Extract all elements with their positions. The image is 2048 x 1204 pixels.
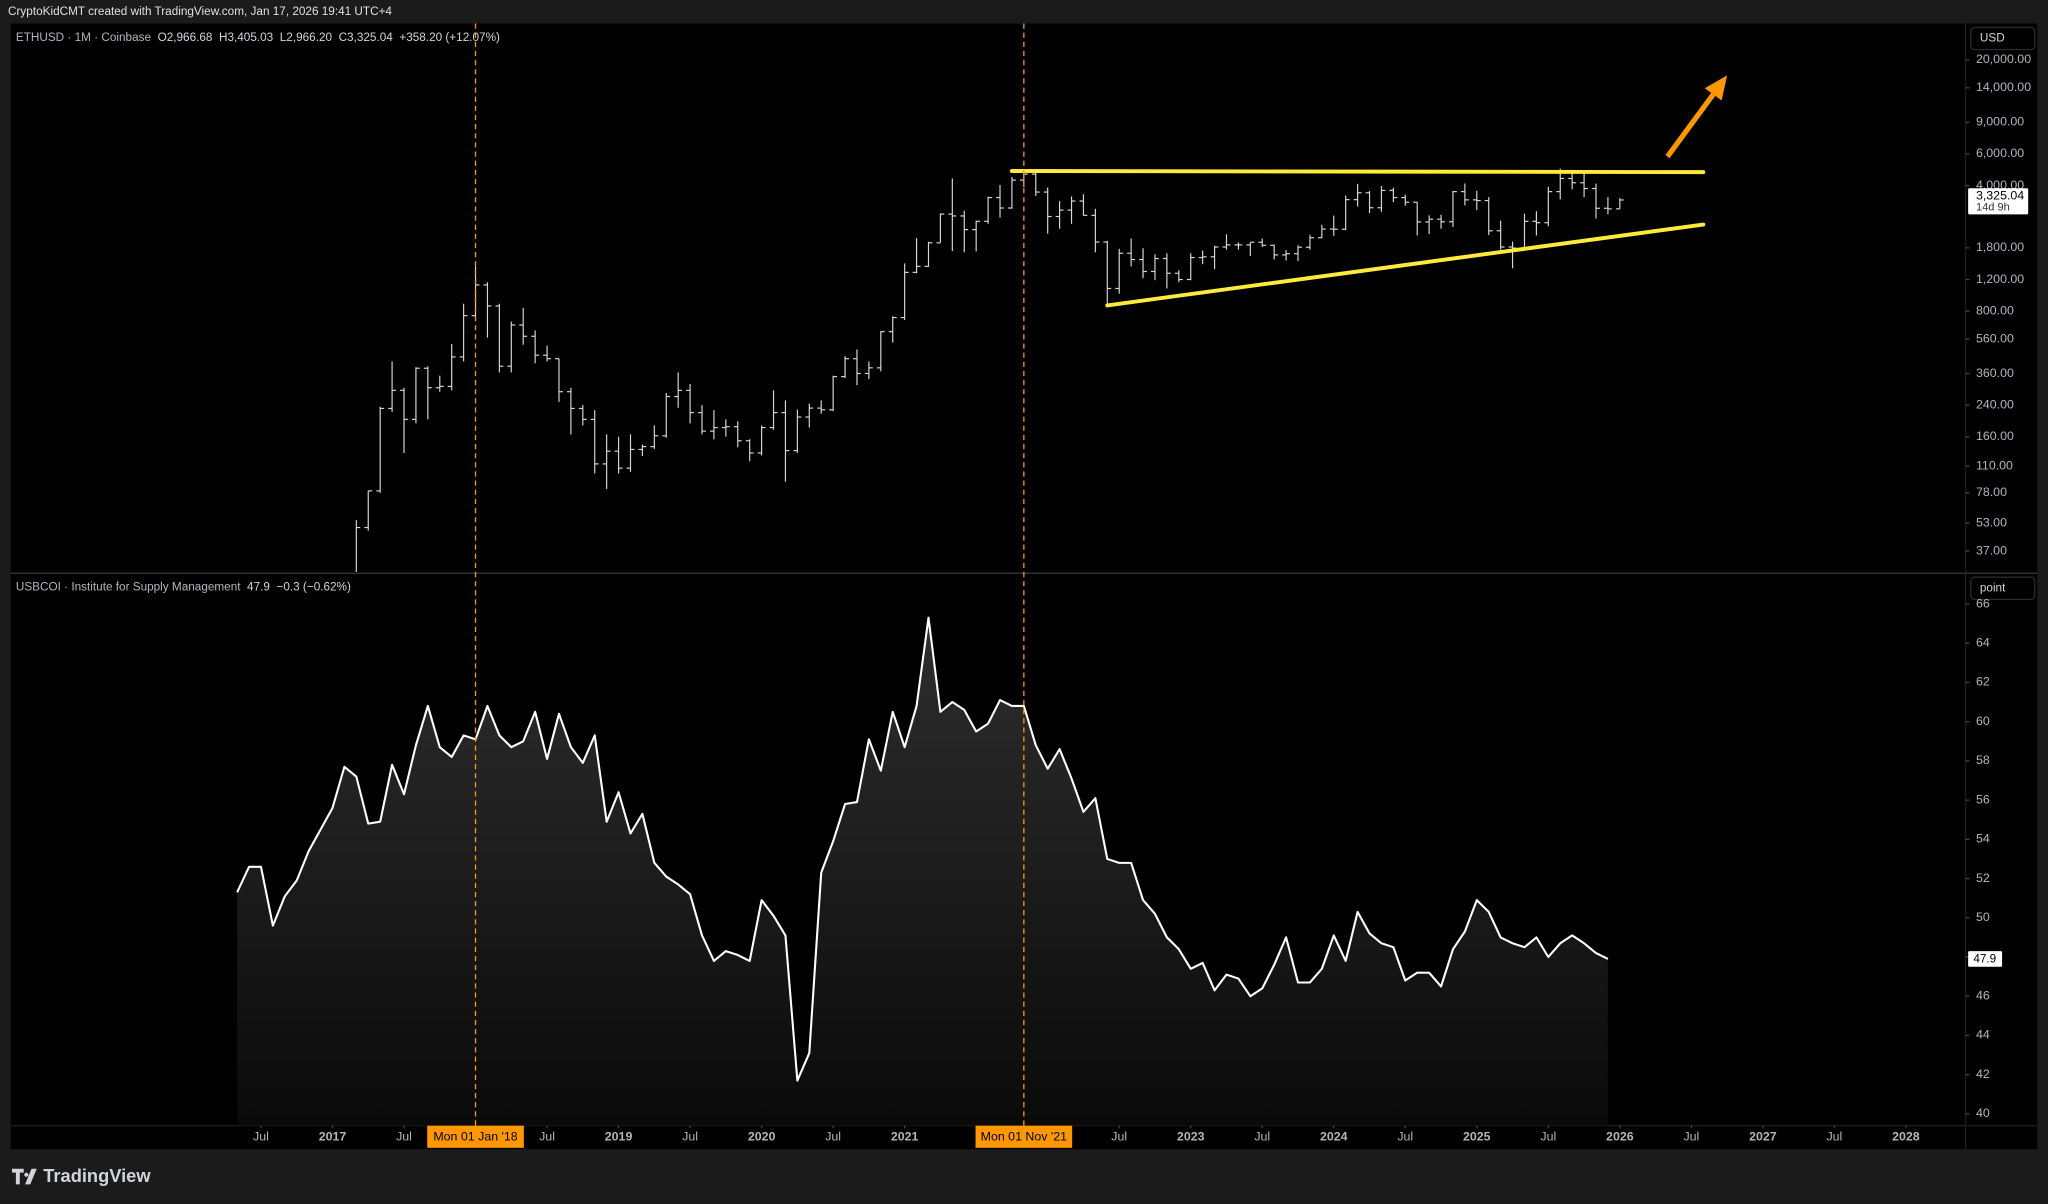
y-tick-label: 360.00 bbox=[1976, 366, 2014, 380]
x-tick-label: 2021 bbox=[891, 1130, 919, 1144]
indicator-legend: USBCOI · Institute for Supply Management… bbox=[16, 581, 351, 594]
y-tick-label: 54 bbox=[1976, 832, 1990, 846]
arrow-head bbox=[1704, 75, 1728, 101]
date-marker-label-bg bbox=[427, 1125, 524, 1148]
logo-icon bbox=[11, 1168, 37, 1185]
overlays bbox=[474, 23, 1728, 1126]
y-tick-label: 42 bbox=[1976, 1067, 1990, 1081]
legend-item: −0.3 (−0.62%) bbox=[276, 581, 351, 594]
y-tick-label: 53.00 bbox=[1976, 515, 2007, 529]
y-tick-label: 1,200.00 bbox=[1976, 272, 2024, 286]
x-tick-label: Jul bbox=[539, 1130, 555, 1144]
x-tick-label: 2023 bbox=[1177, 1130, 1205, 1144]
y-tick-label: 66 bbox=[1976, 596, 1990, 610]
trendline bbox=[1009, 169, 1706, 175]
header-credit: CryptoKidCMT created with TradingView.co… bbox=[8, 5, 392, 18]
area-line bbox=[236, 616, 1609, 1082]
y-tick-label: 58 bbox=[1976, 753, 1990, 767]
bar-countdown: 14d 9h bbox=[1976, 202, 2010, 214]
unit-box bbox=[1970, 26, 2036, 51]
x-tick-label: Jul bbox=[682, 1130, 698, 1144]
arrow-shaft bbox=[1665, 92, 1716, 159]
y-tick-label: 37.00 bbox=[1976, 543, 2007, 557]
date-marker-label-bg bbox=[975, 1125, 1073, 1148]
y-tick-label: 240.00 bbox=[1976, 397, 2014, 411]
x-tick-label: 2017 bbox=[319, 1130, 347, 1144]
y-tick-label: 46 bbox=[1976, 988, 1990, 1002]
y-tick-label: 560.00 bbox=[1976, 331, 2014, 345]
x-tick-label: 2028 bbox=[1892, 1130, 1920, 1144]
x-tick-label: Jul bbox=[1111, 1130, 1127, 1144]
y-tick-label: 1,800.00 bbox=[1976, 240, 2024, 254]
y-tick-label: 800.00 bbox=[1976, 303, 2014, 317]
x-tick-label: Jul bbox=[396, 1130, 412, 1144]
y-tick-label: 160.00 bbox=[1976, 429, 2014, 443]
x-tick-label: 2019 bbox=[605, 1130, 633, 1144]
legend-item: H3,405.03 bbox=[219, 31, 274, 44]
x-tick-label: 2024 bbox=[1320, 1130, 1348, 1144]
last-price-box bbox=[1968, 188, 2029, 215]
x-tick-label: Jul bbox=[1683, 1130, 1699, 1144]
last-price: 3,325.04 bbox=[1976, 188, 2024, 202]
y-tick-label: 50 bbox=[1976, 910, 1990, 924]
y-tick-label: 64 bbox=[1976, 635, 1990, 649]
y-tick-label: 60 bbox=[1976, 714, 1990, 728]
x-tick-label: 2025 bbox=[1463, 1130, 1491, 1144]
y-tick-label: 110.00 bbox=[1976, 458, 2013, 472]
y-tick-label: 6,000.00 bbox=[1976, 146, 2024, 160]
last-value-box bbox=[1968, 951, 2003, 967]
legend-item: +358.20 (+12.07%) bbox=[399, 31, 500, 44]
last-value: 47.9 bbox=[1973, 953, 1996, 966]
indicator-unit: point bbox=[1980, 581, 2006, 594]
x-tick-label: Jul bbox=[825, 1130, 841, 1144]
y-tick-label: 44 bbox=[1976, 1028, 1990, 1042]
legend-item: L2,966.20 bbox=[280, 31, 333, 44]
date-marker-label: Mon 01 Jan '18 bbox=[433, 1130, 517, 1144]
x-tick-label: 2026 bbox=[1606, 1130, 1634, 1144]
indicator-pane bbox=[236, 616, 1609, 1126]
x-tick-label: Jul bbox=[1540, 1130, 1556, 1144]
y-tick-label: 40 bbox=[1976, 1106, 1990, 1120]
y-tick-label: 78.00 bbox=[1976, 485, 2007, 499]
x-tick-label: Jul bbox=[1254, 1130, 1270, 1144]
trendline bbox=[1105, 222, 1706, 308]
x-tick-label: 2020 bbox=[748, 1130, 776, 1144]
price-unit: USD bbox=[1980, 32, 2005, 45]
y-tick-label: 52 bbox=[1976, 871, 1990, 885]
x-tick-label: Jul bbox=[1397, 1130, 1413, 1144]
x-tick-label: 2027 bbox=[1749, 1130, 1777, 1144]
y-tick-label: 20,000.00 bbox=[1976, 52, 2031, 66]
area-fill bbox=[237, 617, 1608, 1126]
tradingview-logo: TradingView bbox=[11, 1165, 151, 1186]
legend-item: O2,966.68 bbox=[158, 31, 213, 44]
brand-name: TradingView bbox=[43, 1165, 151, 1186]
price-legend: ETHUSD · 1M · Coinbase O2,966.68 H3,405.03… bbox=[16, 31, 500, 44]
y-tick-label: 62 bbox=[1976, 675, 1990, 689]
x-tick-label: Jul bbox=[253, 1130, 269, 1144]
date-marker-label: Mon 01 Nov '21 bbox=[981, 1130, 1068, 1144]
x-tick-label: Jul bbox=[1826, 1130, 1842, 1144]
y-tick-label: 14,000.00 bbox=[1976, 80, 2031, 94]
y-tick-label: 9,000.00 bbox=[1976, 115, 2024, 129]
unit-box bbox=[1970, 576, 2036, 601]
price-pane bbox=[355, 168, 1624, 572]
legend-item: 47.9 bbox=[247, 581, 270, 594]
legend-item: USBCOI · Institute for Supply Management bbox=[16, 581, 241, 594]
legend-item: C3,325.04 bbox=[339, 31, 394, 44]
legend-item: ETHUSD · 1M · Coinbase bbox=[16, 31, 152, 44]
y-tick-label: 56 bbox=[1976, 792, 1990, 806]
